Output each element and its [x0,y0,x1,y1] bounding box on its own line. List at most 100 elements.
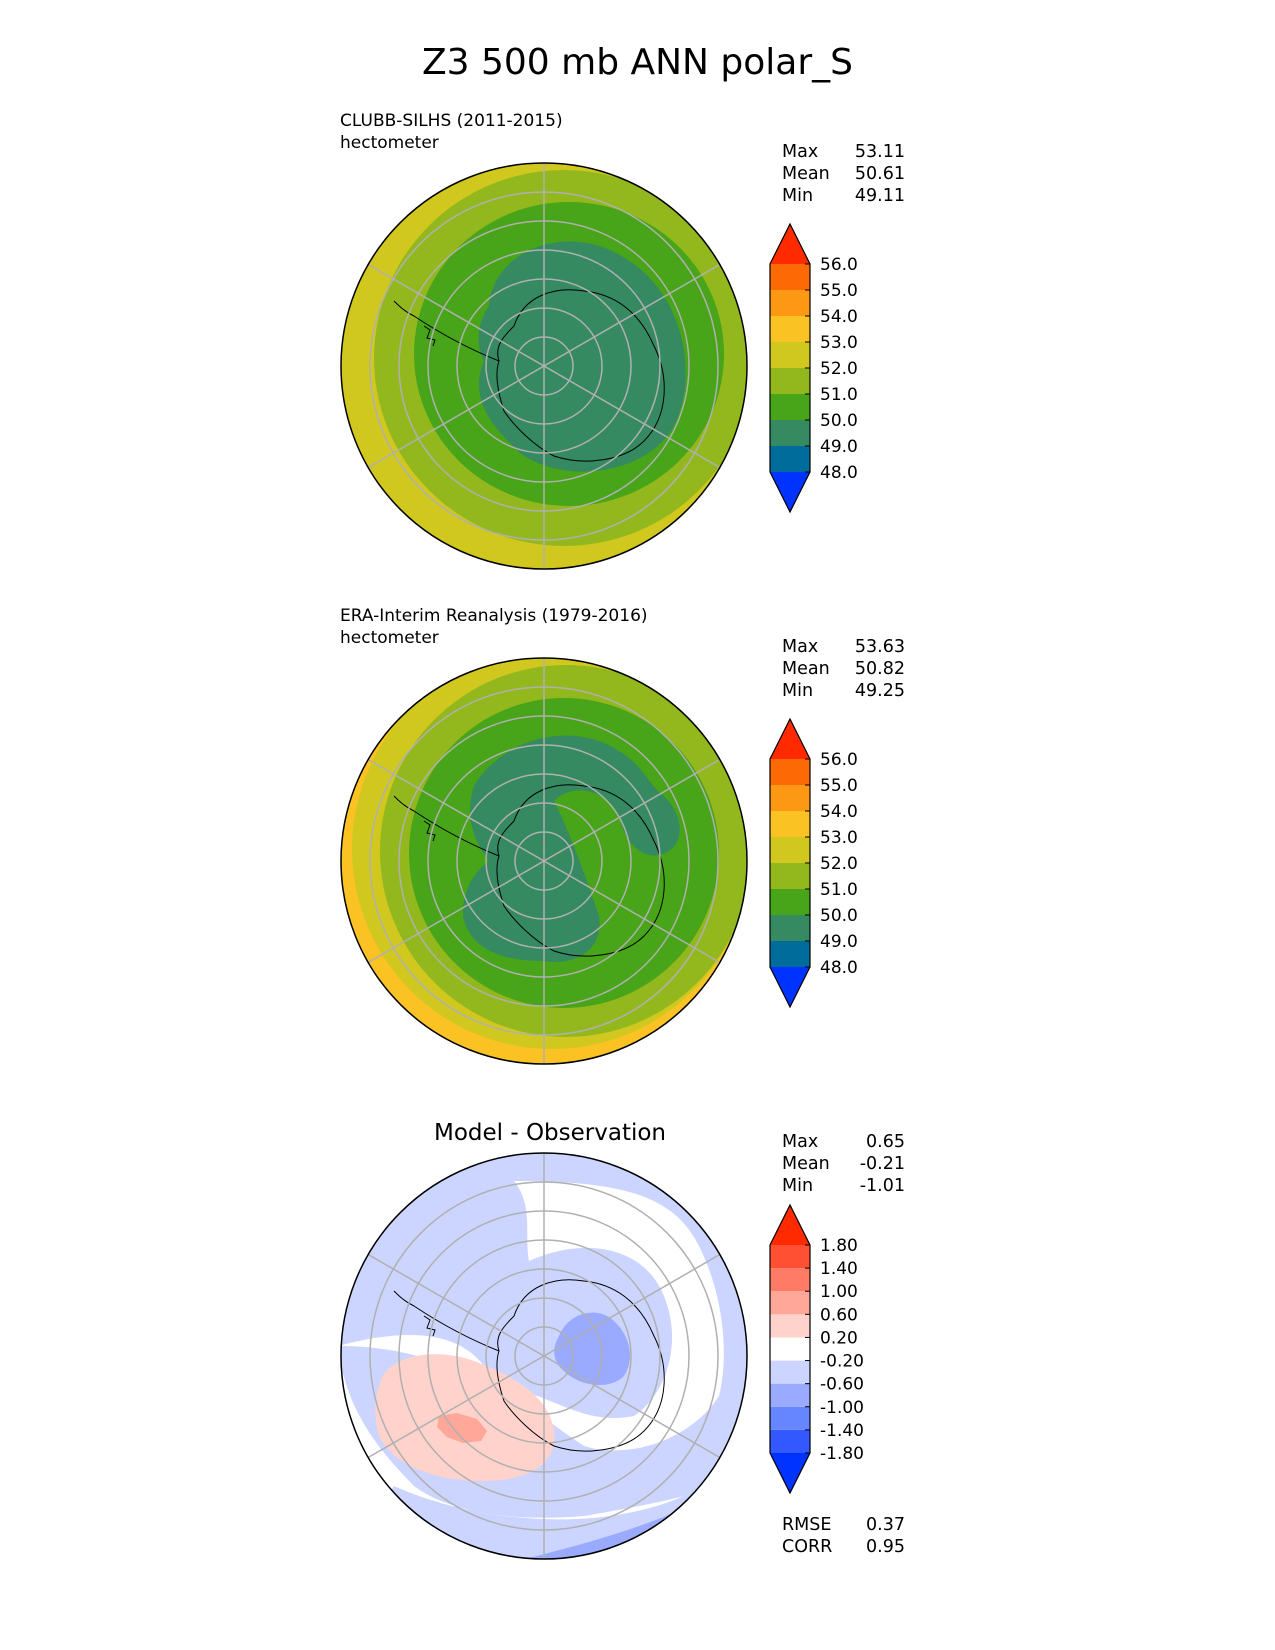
panel2-colorbar: 48.0 49.0 50.0 51.0 52.0 53.0 54.0 55.0 56.0 [769,717,858,1009]
panel2-stat-min-label: Min [782,681,814,701]
colorbar-band [770,1360,810,1384]
colorbar-band [770,1337,810,1361]
main-title: Z3 500 mb ANN polar_S [421,42,854,83]
panel1-colorbar: 48.0 49.0 50.0 51.0 52.0 53.0 54.0 55.0 56.0 [769,222,858,514]
colorbar-band [770,1245,810,1269]
colorbar-band [770,759,810,785]
colorbar-tick-label: 49.0 [820,932,858,952]
colorbar-band [770,290,810,316]
colorbar-band [770,1406,810,1430]
colorbar-band [770,1383,810,1407]
colorbar-band [770,915,810,941]
colorbar-tick-label: 52.0 [820,359,858,379]
panel2-graticule [367,658,721,1064]
colorbar-tick-label: -1.00 [820,1398,864,1418]
panel1-polar-map [340,162,748,570]
colorbar-tick-label: 54.0 [820,802,858,822]
colorbar-tick-label: 0.20 [820,1328,858,1348]
colorbar-band [770,368,810,394]
colorbar-extension-min [770,967,810,1007]
panel1-stat-mean-value: 50.61 [854,164,905,184]
panel1-field-49-50 [478,241,686,472]
panel3-corr-label: CORR [782,1537,833,1557]
colorbar-tick-label: 54.0 [820,307,858,327]
colorbar-band [770,1429,810,1453]
panel3-rmse-label: RMSE [782,1515,832,1535]
colorbar-tick-label: 0.60 [820,1305,858,1325]
panel3-map-boundary [340,1152,748,1560]
panel2-units: hectometer [340,628,439,648]
panel3-polar-map [340,1152,748,1560]
colorbar-extension-max [770,224,810,264]
panel1-graticule [367,163,721,569]
panel1-map-boundary [340,162,748,570]
colorbar-band [770,394,810,420]
colorbar-tick-label: 53.0 [820,828,858,848]
panel3-field-neg1-neg06 [554,1312,630,1386]
colorbar-tick-label: 56.0 [820,255,858,275]
panel1-stat-mean-label: Mean [782,164,830,184]
colorbar-band [770,1268,810,1292]
panel3-corr-value: 0.95 [866,1537,905,1557]
colorbar-tick-label: 56.0 [820,750,858,770]
colorbar-tick-label: 55.0 [820,281,858,301]
colorbar-band [770,264,810,290]
panel2-polar-map [340,657,748,1065]
colorbar-tick-label: 50.0 [820,411,858,431]
colorbar-band [770,837,810,863]
colorbar-band [770,811,810,837]
colorbar-band [770,1291,810,1315]
panel3-stat-mean-value: -0.21 [859,1154,905,1174]
panel3-title: Model - Observation [433,1120,667,1146]
colorbar-tick-label: 48.0 [820,958,858,978]
colorbar-tick-label: 1.40 [820,1259,858,1279]
colorbar-tick-label: 1.00 [820,1282,858,1302]
panel1-units: hectometer [340,133,439,153]
colorbar-band [770,420,810,446]
colorbar-extension-max [770,719,810,759]
colorbar-tick-label: 53.0 [820,333,858,353]
panel2-stat-max-value: 53.63 [854,637,905,657]
colorbar-extension-min [770,472,810,512]
panel3-field-neg02-02 [341,1181,724,1451]
colorbar-band [770,941,810,967]
colorbar-tick-label: 51.0 [820,385,858,405]
panel1-stat-min-label: Min [782,186,814,206]
panel3-stat-max-value: 0.65 [866,1132,905,1152]
panel2-stat-mean-label: Mean [782,659,830,679]
colorbar-tick-label: -1.80 [820,1444,864,1464]
colorbar-tick-label: 51.0 [820,880,858,900]
panel2-stat-min-value: 49.25 [854,681,905,701]
panel3-stat-min-label: Min [782,1176,814,1196]
colorbar-band [770,785,810,811]
panel3-stat-max-label: Max [782,1132,819,1152]
colorbar-extension-max [770,1205,810,1245]
colorbar-tick-label: 50.0 [820,906,858,926]
panel1-stat-min-value: 49.11 [854,186,905,206]
colorbar-tick-label: 1.80 [820,1236,858,1256]
colorbar-tick-label: 48.0 [820,463,858,483]
colorbar-band [770,342,810,368]
panel3-colorbar: -1.80 -1.40 -1.00 -0.60 -0.20 0.20 0.60 1.00 1.4… [769,1203,864,1495]
colorbar-tick-label: 52.0 [820,854,858,874]
colorbar-band [770,446,810,472]
colorbar-tick-label: -0.20 [820,1352,864,1372]
colorbar-band [770,889,810,915]
panel1-stat-max-value: 53.11 [854,142,905,162]
panel2-title: ERA-Interim Reanalysis (1979-2016) [340,606,648,626]
panel2-field-49-50 [463,735,680,962]
panel3-stat-min-value: -1.01 [859,1176,905,1196]
panel1-stat-max-label: Max [782,142,819,162]
panel3-graticule [367,1153,721,1559]
colorbar-band [770,316,810,342]
panel2-map-boundary [340,657,748,1065]
colorbar-tick-label: 55.0 [820,776,858,796]
panel3-stat-mean-label: Mean [782,1154,830,1174]
colorbar-band [770,1314,810,1338]
colorbar-tick-label: -1.40 [820,1421,864,1441]
colorbar-tick-label: 49.0 [820,437,858,457]
panel2-stat-max-label: Max [782,637,819,657]
colorbar-band [770,863,810,889]
panel1-title: CLUBB-SILHS (2011-2015) [340,111,563,131]
colorbar-tick-label: -0.60 [820,1375,864,1395]
